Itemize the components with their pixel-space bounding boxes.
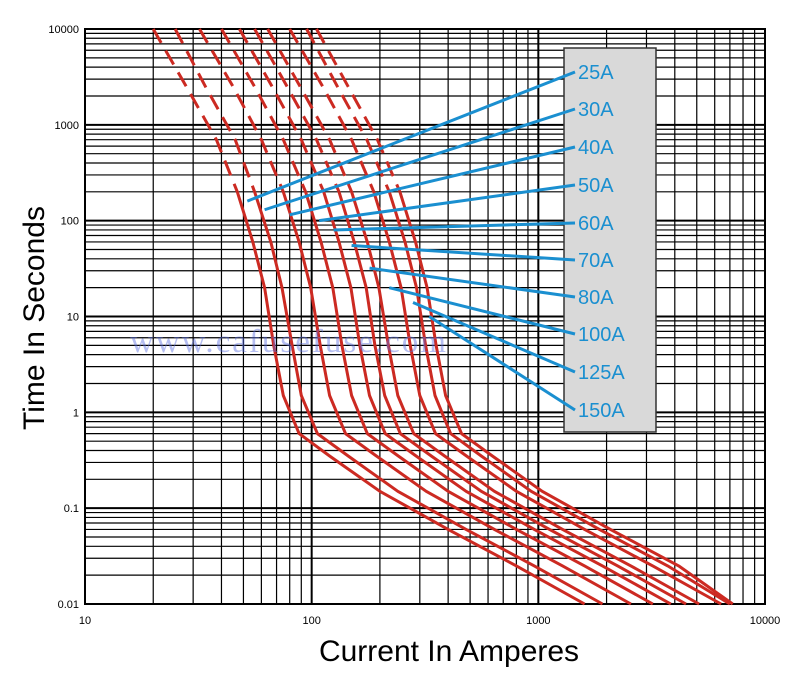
y-tick-label: 10000: [48, 24, 79, 36]
watermark: www.cafusefuse.com: [130, 324, 448, 360]
legend-label-150A: 150A: [578, 400, 625, 422]
callout-line-150A: [428, 315, 576, 412]
x-tick-label: 1000: [526, 615, 550, 627]
callout-line-50A: [319, 183, 576, 223]
y-tick-label: 0.01: [58, 599, 79, 611]
y-tick-label: 100: [61, 216, 79, 228]
x-tick-label: 10: [79, 615, 91, 627]
curve-40A: [281, 191, 632, 606]
callout-line-100A: [388, 286, 576, 336]
curve-25A: [235, 191, 586, 606]
legend-label-40A: 40A: [578, 137, 614, 159]
callout-line-60A: [333, 221, 576, 232]
legend-labels: 25A 30A 40A 50A 60A 70A 80A 100A 125A 150A: [578, 62, 625, 422]
legend-label-25A: 25A: [578, 62, 614, 84]
tick-labels: 0.01 0.1 1 10 100 1000 10000 10 100 1000 10000: [48, 24, 780, 627]
curves: [151, 28, 734, 606]
curve-dashed-50A: [220, 28, 307, 193]
curve-dashed-30A: [173, 28, 257, 193]
curve-50A: [304, 191, 654, 606]
y-tick-label: 1000: [55, 120, 79, 132]
legend-label-125A: 125A: [578, 362, 625, 384]
x-axis-title: Current In Amperes: [319, 635, 579, 668]
curve-150A: [398, 191, 734, 606]
curve-dashed-40A: [198, 28, 285, 193]
legend-box: [563, 47, 657, 433]
curve-80A: [350, 191, 700, 606]
legend-label-100A: 100A: [578, 324, 625, 346]
y-axis-title: Time In Seconds: [18, 206, 51, 430]
callout-line-25A: [246, 70, 576, 203]
callout-line-80A: [369, 266, 576, 299]
curve-125A: [387, 191, 731, 606]
curve-dashed-125A: [305, 28, 391, 193]
y-tick-label: 1: [73, 407, 79, 419]
callout-line-30A: [264, 107, 576, 212]
legend-label-60A: 60A: [578, 213, 614, 235]
curve-dashed-70A: [253, 28, 341, 193]
legend-label-70A: 70A: [578, 250, 614, 272]
callout-line-70A: [351, 244, 576, 262]
legend-label-80A: 80A: [578, 287, 614, 309]
callouts: [246, 70, 576, 412]
x-tick-label: 10000: [750, 615, 781, 627]
curve-dashed-100A: [288, 28, 376, 193]
legend-panel: [563, 47, 657, 433]
curve-60A: [322, 191, 672, 606]
legend-label-50A: 50A: [578, 175, 614, 197]
curve-30A: [253, 191, 604, 606]
y-tick-label: 0.1: [64, 503, 79, 515]
callout-line-125A: [412, 301, 576, 374]
y-tick-label: 10: [67, 312, 79, 324]
curve-dashed-60A: [238, 28, 326, 193]
curve-dashed-150A: [315, 28, 402, 193]
curve-dashed-25A: [151, 28, 239, 193]
callout-line-40A: [289, 145, 576, 217]
x-tick-label: 100: [302, 615, 320, 627]
legend-label-30A: 30A: [578, 99, 614, 121]
curve-70A: [337, 191, 687, 606]
